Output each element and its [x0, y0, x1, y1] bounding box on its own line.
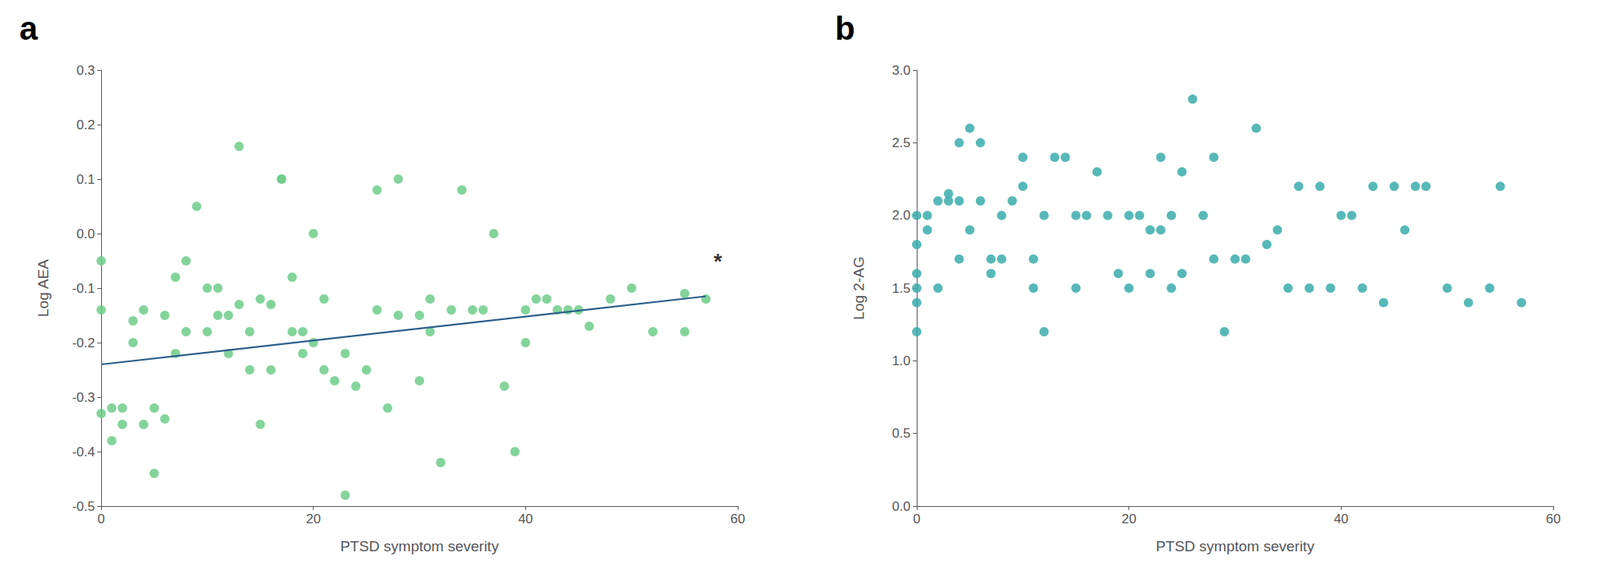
svg-text:40: 40: [1333, 511, 1349, 527]
svg-text:0: 0: [912, 511, 920, 527]
svg-text:-0.3: -0.3: [72, 389, 95, 405]
svg-text:1.0: 1.0: [891, 353, 911, 369]
svg-text:20: 20: [305, 511, 321, 527]
svg-text:1.5: 1.5: [891, 280, 911, 296]
svg-text:0.5: 0.5: [891, 425, 911, 441]
svg-text:0.0: 0.0: [76, 226, 95, 242]
svg-text:0: 0: [97, 511, 105, 527]
svg-text:-0.5: -0.5: [72, 498, 95, 514]
svg-text:a: a: [19, 10, 39, 47]
svg-text:0.0: 0.0: [891, 498, 911, 514]
svg-text:0.3: 0.3: [76, 63, 95, 78]
svg-text:60: 60: [730, 511, 746, 527]
svg-text:PTSD symptom severity: PTSD symptom severity: [1155, 537, 1315, 555]
svg-text:60: 60: [1546, 511, 1562, 527]
svg-text:0.1: 0.1: [76, 171, 95, 187]
svg-text:40: 40: [518, 511, 534, 527]
svg-text:Log AEA: Log AEA: [35, 259, 52, 317]
svg-text:3.0: 3.0: [891, 63, 911, 78]
svg-text:-0.1: -0.1: [72, 280, 95, 296]
svg-text:-0.2: -0.2: [72, 335, 95, 351]
svg-text:b: b: [835, 10, 856, 47]
svg-text:-0.4: -0.4: [72, 444, 95, 460]
svg-text:PTSD symptom severity: PTSD symptom severity: [340, 537, 499, 555]
svg-text:2.5: 2.5: [891, 135, 911, 151]
svg-text:20: 20: [1121, 511, 1137, 527]
svg-text:*: *: [713, 249, 723, 274]
svg-text:Log 2-AG: Log 2-AG: [850, 256, 867, 320]
svg-text:2.0: 2.0: [891, 207, 911, 223]
svg-text:0.2: 0.2: [76, 117, 95, 133]
